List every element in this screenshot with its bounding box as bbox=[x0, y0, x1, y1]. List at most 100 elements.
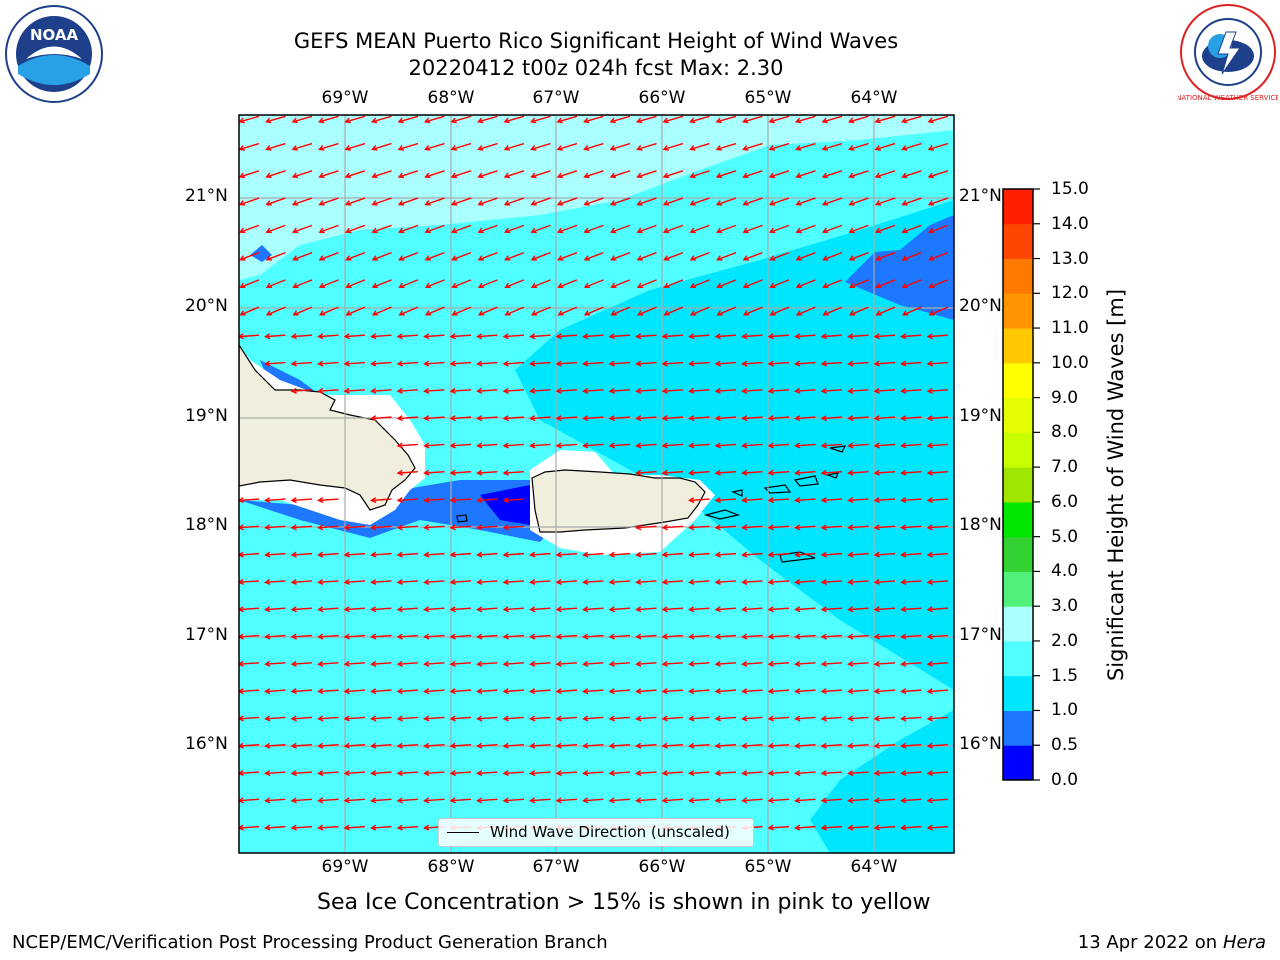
wind-wave-arrow bbox=[636, 744, 657, 747]
wind-wave-arrow-head bbox=[451, 282, 458, 289]
wind-wave-arrow-head bbox=[344, 200, 352, 206]
wind-wave-arrow bbox=[849, 115, 869, 123]
wind-wave-arrow-head bbox=[900, 578, 907, 585]
wind-wave-arrow bbox=[742, 607, 763, 611]
wind-wave-arrow-head bbox=[423, 715, 430, 722]
wind-wave-arrow bbox=[557, 389, 578, 392]
wind-wave-arrow bbox=[875, 170, 896, 178]
wind-wave-arrow-head bbox=[449, 497, 456, 504]
wind-wave-arrow bbox=[451, 744, 472, 747]
wind-wave-arrow-head bbox=[398, 255, 405, 261]
wind-wave-arrow bbox=[557, 634, 578, 638]
wind-wave-arrow bbox=[663, 689, 684, 693]
wind-wave-arrow-head bbox=[608, 551, 615, 558]
wind-wave-arrow bbox=[292, 334, 313, 338]
wind-wave-arrow bbox=[266, 224, 286, 233]
wind-wave-arrow bbox=[769, 634, 790, 638]
wind-wave-arrow-head bbox=[582, 442, 589, 449]
wind-wave-arrow-head bbox=[820, 688, 827, 695]
wind-wave-arrow bbox=[557, 607, 578, 611]
wind-wave-arrow bbox=[292, 771, 313, 775]
wind-wave-arrow-head bbox=[530, 255, 537, 261]
wind-wave-arrow bbox=[398, 607, 419, 611]
wind-wave-arrow bbox=[452, 251, 472, 261]
wind-wave-arrow bbox=[636, 443, 657, 447]
wind-wave-arrow bbox=[239, 197, 260, 206]
wind-wave-arrow bbox=[371, 607, 392, 611]
wind-wave-arrow-head bbox=[476, 606, 483, 613]
wind-wave-arrow-head bbox=[343, 524, 350, 531]
wind-wave-arrow-head bbox=[900, 660, 907, 667]
wind-wave-arrow-head bbox=[901, 255, 908, 261]
wind-wave-arrow-head bbox=[874, 172, 882, 179]
wind-wave-arrow bbox=[875, 744, 896, 747]
wind-wave-arrow-head bbox=[318, 282, 326, 289]
wind-wave-arrow bbox=[451, 361, 472, 365]
wind-wave-arrow bbox=[928, 689, 949, 693]
wind-wave-arrow-head bbox=[398, 282, 405, 289]
wind-wave-arrow bbox=[265, 825, 286, 829]
wind-wave-arrow-head bbox=[423, 469, 430, 476]
wind-wave-arrow-head bbox=[477, 310, 485, 316]
wind-wave-arrow bbox=[610, 197, 631, 206]
wind-wave-arrow-head bbox=[820, 333, 827, 340]
wind-wave-arrow-head bbox=[820, 415, 827, 422]
wind-wave-arrow-head bbox=[661, 797, 668, 804]
wind-wave-arrow-head bbox=[900, 742, 907, 749]
wind-wave-arrow bbox=[292, 744, 313, 747]
wind-wave-arrow-head bbox=[688, 442, 695, 449]
wind-wave-arrow bbox=[742, 716, 763, 720]
wind-wave-arrow-head bbox=[343, 715, 350, 722]
wind-wave-arrow bbox=[372, 197, 392, 206]
wind-wave-arrow bbox=[875, 771, 896, 775]
wind-wave-arrow-head bbox=[582, 770, 589, 777]
wind-wave-arrow-head bbox=[901, 310, 909, 316]
map-legend: Wind Wave Direction (unscaled) bbox=[438, 818, 754, 847]
wind-wave-arrow-head bbox=[661, 415, 668, 422]
wind-wave-arrow-head bbox=[343, 824, 350, 831]
wind-wave-arrow-head bbox=[530, 227, 537, 234]
wind-wave-arrow bbox=[637, 279, 657, 288]
wind-wave-arrow-head bbox=[610, 255, 617, 261]
wind-wave-arrow-head bbox=[449, 715, 456, 722]
wind-wave-arrow-head bbox=[318, 255, 325, 261]
wind-wave-arrow-head bbox=[502, 770, 509, 777]
wind-wave-arrow-head bbox=[821, 172, 829, 179]
wind-wave-arrow-head bbox=[423, 333, 430, 340]
wind-wave-arrow-head bbox=[926, 497, 933, 504]
wind-wave-arrow-head bbox=[688, 715, 695, 722]
wind-wave-arrow-head bbox=[688, 551, 695, 558]
wind-wave-arrow bbox=[398, 334, 419, 338]
wind-wave-arrow bbox=[530, 443, 551, 447]
wind-wave-arrow bbox=[901, 825, 922, 829]
wind-wave-arrow bbox=[796, 306, 816, 316]
wind-wave-arrow bbox=[875, 580, 896, 584]
wind-wave-arrow-head bbox=[557, 282, 564, 289]
wind-wave-arrow-head bbox=[901, 200, 908, 206]
wind-wave-arrow bbox=[769, 580, 790, 584]
wind-wave-arrow bbox=[795, 389, 816, 392]
wind-wave-arrow bbox=[345, 689, 366, 693]
wind-wave-arrow bbox=[610, 634, 631, 638]
wind-wave-arrow-head bbox=[477, 255, 484, 261]
wind-wave-arrow bbox=[848, 334, 869, 338]
wind-wave-arrow bbox=[902, 224, 922, 233]
wind-wave-arrow bbox=[769, 498, 790, 502]
wind-wave-arrow-head bbox=[290, 387, 297, 394]
colorbar-swatch bbox=[1003, 189, 1033, 225]
wind-wave-arrow-head bbox=[476, 715, 483, 722]
wind-wave-arrow-head bbox=[345, 282, 352, 289]
wind-wave-arrow bbox=[583, 771, 604, 775]
wind-wave-arrow bbox=[901, 552, 922, 556]
wind-wave-arrow-head bbox=[371, 255, 378, 261]
wind-wave-arrow-head bbox=[689, 172, 696, 179]
colorbar-tick-label: 0.5 bbox=[1051, 735, 1079, 756]
wind-wave-arrow bbox=[345, 662, 366, 665]
wind-wave-arrow bbox=[478, 115, 498, 123]
wind-wave-arrow bbox=[371, 744, 392, 747]
lat-label-right: 16°N bbox=[959, 734, 1002, 754]
wind-wave-arrow bbox=[477, 389, 498, 392]
wind-wave-arrow-head bbox=[689, 310, 697, 316]
wind-wave-arrow bbox=[637, 170, 657, 178]
wind-wave-arrow-head bbox=[582, 387, 589, 394]
